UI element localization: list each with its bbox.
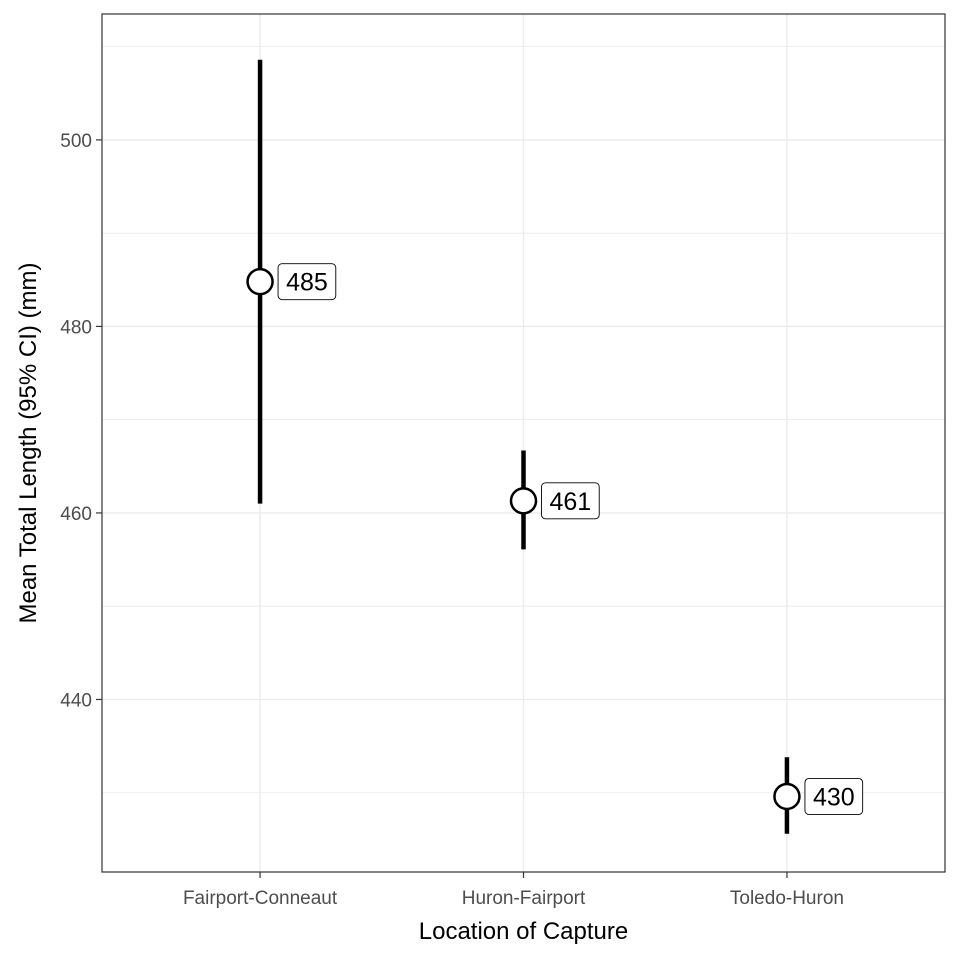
x-tick-label: Toledo-Huron xyxy=(730,888,844,909)
y-axis-title: Mean Total Length (95% CI) (mm) xyxy=(15,262,42,623)
y-tick-label: 480 xyxy=(60,317,92,338)
value-label-box: 430 xyxy=(804,778,864,815)
x-axis-ticks: Fairport-Conneaut Huron-Fairport Toledo-Hu… xyxy=(183,872,844,909)
x-axis-title: Location of Capture xyxy=(419,918,628,945)
value-label-background xyxy=(277,263,337,301)
value-label-background xyxy=(541,482,600,520)
value-label: 485 xyxy=(286,269,328,297)
value-label-background xyxy=(804,778,864,815)
value-label: 430 xyxy=(813,783,855,811)
x-tick-label: Fairport-Conneaut xyxy=(183,888,338,909)
mean-point xyxy=(509,487,538,515)
grid-lines xyxy=(102,14,945,872)
y-axis-ticks: 440 460 480 500 xyxy=(60,131,102,711)
value-labels: 485 461 430 xyxy=(277,263,864,815)
x-tick-label: Huron-Fairport xyxy=(462,888,586,909)
y-tick-label: 500 xyxy=(60,131,92,152)
y-tick-label: 460 xyxy=(60,504,92,525)
mean-point xyxy=(246,267,274,296)
y-tick-label: 440 xyxy=(60,690,92,711)
mean-points xyxy=(246,267,801,811)
value-label-box: 485 xyxy=(277,263,337,301)
value-label: 461 xyxy=(550,488,592,516)
value-label-box: 461 xyxy=(541,482,600,520)
mean-point xyxy=(773,782,801,811)
